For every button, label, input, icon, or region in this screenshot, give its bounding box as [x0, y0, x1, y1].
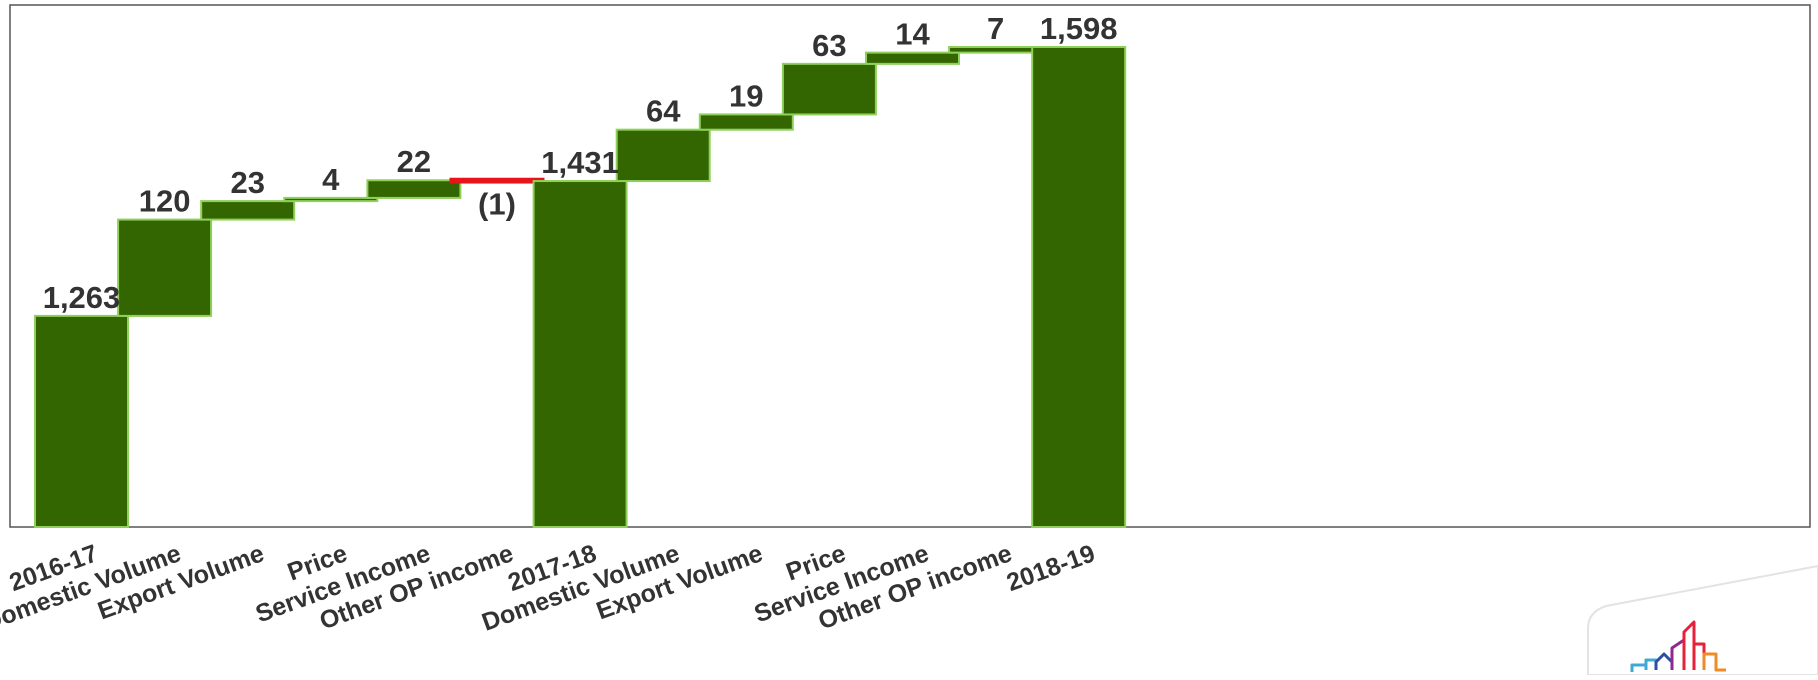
- value-label-8: 64: [646, 94, 681, 129]
- plot-frame: [9, 4, 1811, 528]
- bar-12-other-op-income: [948, 46, 1044, 54]
- value-label-2: 120: [139, 184, 191, 219]
- city-skyline-logo-icon: [1630, 620, 1726, 672]
- value-label-10: 63: [812, 28, 846, 63]
- watermark-badge: [1587, 564, 1818, 676]
- value-label-3: 23: [230, 165, 264, 200]
- bar-1-2016-17: [34, 314, 129, 529]
- value-label-1: 1,263: [43, 280, 121, 315]
- bar-4-price: [283, 196, 379, 203]
- bar-8-domestic-volume: [615, 128, 711, 183]
- value-label-11: 14: [895, 17, 930, 52]
- bar-2-domestic-volume: [117, 218, 213, 317]
- x-tick-label-13: 2018-19: [1003, 539, 1099, 597]
- bar-5-service-income: [366, 179, 462, 199]
- value-label-9: 19: [729, 78, 763, 113]
- value-label-13: 1,598: [1040, 11, 1118, 46]
- bar-13-2018-19: [1031, 46, 1127, 528]
- value-label-6: (1): [478, 187, 516, 222]
- watermark-card: [1587, 564, 1818, 676]
- bar-11-service-income: [865, 51, 960, 65]
- bar-6-other-op-income: [449, 177, 545, 184]
- bar-10-price: [781, 62, 877, 116]
- bar-9-export-volume: [698, 113, 794, 131]
- bar-3-export-volume: [200, 200, 296, 221]
- value-label-4: 4: [322, 162, 340, 197]
- value-label-5: 22: [397, 144, 431, 179]
- value-label-12: 7: [987, 11, 1004, 46]
- value-labels: 1,263 120 23 4 22 (1) 1,431 64 19 63 14 7 1,598: [43, 11, 1118, 315]
- bars: [34, 46, 1127, 529]
- value-label-7: 1,431: [541, 145, 619, 180]
- bar-7-2017-18: [532, 180, 628, 529]
